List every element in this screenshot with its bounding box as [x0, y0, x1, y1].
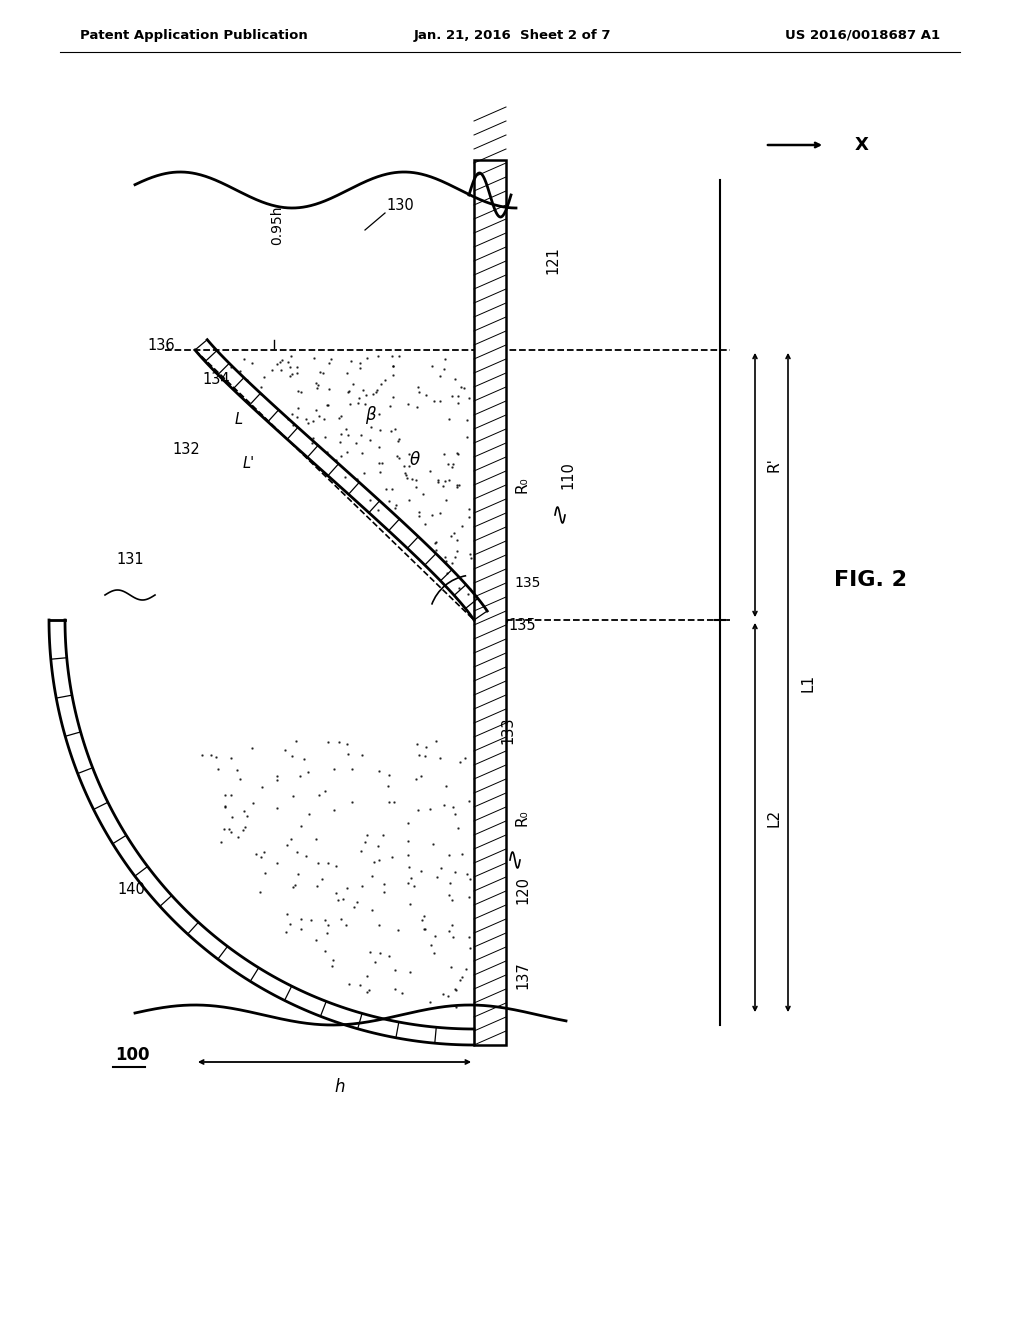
Text: 110: 110	[560, 461, 575, 488]
Text: 131: 131	[116, 553, 143, 568]
Text: β: β	[365, 407, 376, 424]
Text: R₀: R₀	[514, 809, 529, 826]
Text: 120: 120	[515, 876, 530, 904]
Text: R': R'	[767, 458, 782, 473]
Text: 136: 136	[147, 338, 175, 352]
Text: 100: 100	[115, 1045, 150, 1064]
Bar	[474, 160, 506, 1045]
Text: Patent Application Publication: Patent Application Publication	[80, 29, 308, 41]
Text: h: h	[335, 1078, 345, 1096]
Text: X: X	[855, 136, 869, 154]
Text: R₀: R₀	[514, 477, 529, 494]
Text: L1: L1	[800, 673, 815, 692]
Text: 0.95h: 0.95h	[270, 205, 284, 244]
Text: 135: 135	[508, 618, 536, 632]
Text: FIG. 2: FIG. 2	[834, 570, 906, 590]
Text: θ: θ	[410, 451, 420, 469]
Text: 135: 135	[514, 576, 541, 590]
Text: L': L'	[243, 455, 255, 470]
Text: 132: 132	[172, 442, 200, 458]
Text: Jan. 21, 2016  Sheet 2 of 7: Jan. 21, 2016 Sheet 2 of 7	[414, 29, 610, 41]
Text: L: L	[234, 412, 243, 428]
Text: US 2016/0018687 A1: US 2016/0018687 A1	[784, 29, 940, 41]
Text: 140: 140	[117, 883, 145, 898]
Text: 134: 134	[203, 372, 230, 388]
Text: 137: 137	[515, 961, 530, 989]
Text: L2: L2	[767, 808, 782, 826]
Text: 121: 121	[545, 246, 560, 275]
Text: 133: 133	[500, 717, 515, 743]
Text: 130: 130	[386, 198, 414, 213]
